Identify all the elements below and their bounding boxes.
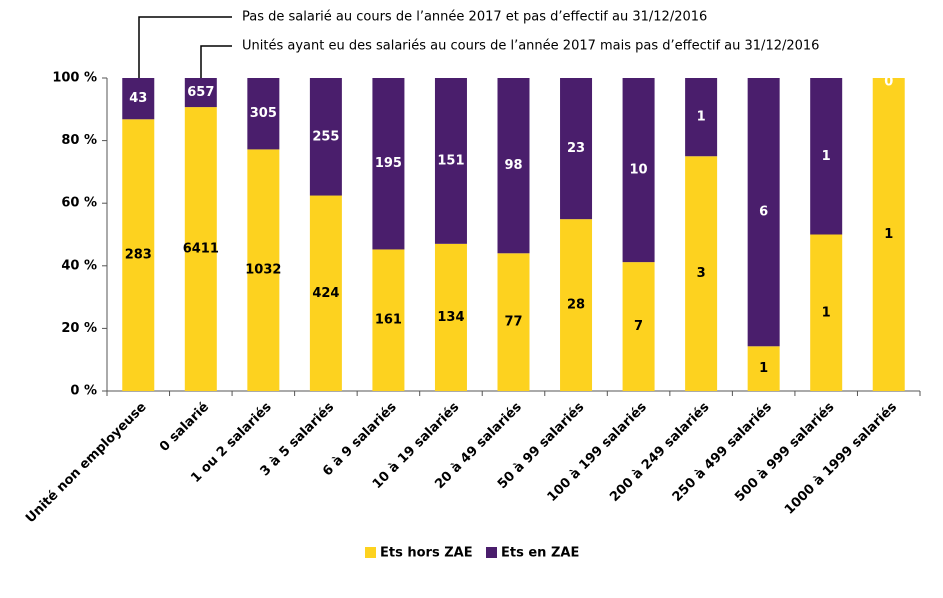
bar-segment: [184, 78, 217, 108]
data-label: 255: [312, 129, 339, 144]
y-tick-label: 80 %: [61, 133, 97, 148]
bar-segment: [184, 107, 217, 391]
bar-segment: [622, 78, 655, 263]
bar-segment: [372, 78, 405, 250]
annotation: Unités ayant eu des salariés au cours de…: [242, 39, 819, 54]
bar-segment: [122, 119, 155, 391]
bar-segment: [309, 195, 342, 391]
bar-segment: [747, 78, 780, 347]
data-label: 43: [129, 91, 147, 106]
data-label: 151: [437, 153, 464, 168]
data-label: 0: [884, 75, 893, 90]
annotation-line: [138, 16, 232, 78]
bar-segment: [372, 249, 405, 391]
data-label: 23: [567, 141, 585, 156]
data-label: 195: [375, 156, 402, 171]
x-tick-label: Unité non employeuse: [23, 400, 150, 527]
data-label: 28: [567, 298, 585, 313]
bar-segment: [810, 234, 843, 391]
y-tick-label: 100 %: [52, 71, 97, 86]
data-label: 1: [822, 149, 831, 164]
bar-segment: [434, 243, 467, 391]
bar-segment: [747, 346, 780, 391]
legend-label: Ets hors ZAE: [380, 546, 473, 561]
bar-segment: [810, 78, 843, 235]
bar-segment: [685, 78, 718, 157]
data-label: 134: [437, 310, 464, 325]
annotation-line: [200, 45, 232, 78]
data-label: 98: [504, 158, 522, 173]
y-tick-label: 60 %: [61, 196, 97, 211]
data-label: 1: [822, 305, 831, 320]
y-tick-label: 20 %: [61, 321, 97, 336]
data-label: 1032: [245, 263, 281, 278]
data-label: 424: [312, 286, 339, 301]
data-label: 657: [187, 85, 214, 100]
bar-segment: [685, 156, 718, 391]
bar-segment: [497, 78, 530, 254]
bar-segment: [122, 78, 155, 120]
x-tick-label: 1000 à 1999 salariés: [782, 400, 900, 518]
bar-segment: [560, 219, 593, 391]
bar-segment: [622, 262, 655, 391]
legend-label: Ets en ZAE: [501, 546, 579, 561]
bar-segment: [560, 78, 593, 220]
data-label: 1: [759, 361, 768, 376]
annotation: Pas de salarié au cours de l’année 2017 …: [242, 10, 707, 25]
data-label: 10: [630, 163, 648, 178]
bar-segment: [309, 78, 342, 196]
data-label: 7: [634, 319, 643, 334]
legend-swatch: [365, 547, 376, 558]
y-tick-label: 40 %: [61, 258, 97, 273]
bar-segment: [247, 78, 280, 150]
data-label: 283: [125, 248, 152, 263]
legend-swatch: [486, 547, 497, 558]
x-tick-label: 0 salarié: [157, 400, 212, 455]
bar-segment: [434, 78, 467, 244]
data-label: 6411: [183, 242, 219, 257]
data-label: 6: [759, 205, 768, 220]
data-label: 1: [697, 110, 706, 125]
data-label: 305: [250, 106, 277, 121]
bar-segment: [872, 78, 905, 391]
data-label: 161: [375, 313, 402, 328]
y-tick-label: 0 %: [70, 384, 97, 399]
data-label: 3: [697, 266, 706, 281]
bar-segment: [497, 253, 530, 391]
data-label: 77: [504, 315, 522, 330]
data-label: 1: [884, 227, 893, 242]
bar-segment: [247, 149, 280, 391]
